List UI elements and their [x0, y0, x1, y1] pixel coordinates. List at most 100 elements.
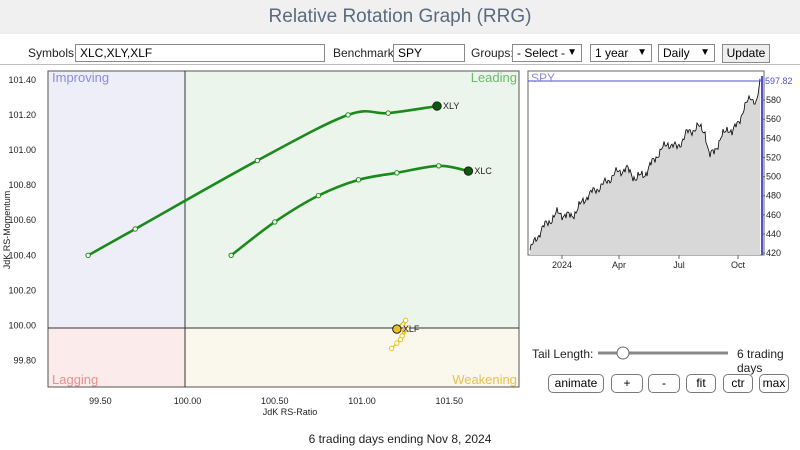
rrg-y-tick-label: 100.20 [8, 285, 36, 295]
tail-point [394, 340, 400, 346]
benchmark-label: Benchmark: [333, 46, 398, 60]
rrg-tails: XLY XLC XLF [85, 101, 492, 352]
animate-button[interactable]: animate [548, 374, 604, 393]
benchmark-x-tick-label: Oct [731, 260, 746, 270]
tail-point [388, 345, 395, 352]
tail-point [132, 226, 138, 232]
benchmark-y-tick-label: 580 [766, 95, 781, 105]
rrg-x-tick-label: 100.50 [261, 396, 289, 406]
tail-point [315, 192, 322, 199]
chevron-down-icon: ▼ [567, 47, 577, 58]
quadrant-label-leading: Leading [471, 70, 517, 85]
tail-point [394, 170, 400, 176]
quadrant-label-weakening: Weakening [452, 372, 517, 387]
tail-length-slider-handle[interactable] [616, 346, 630, 360]
update-button[interactable]: Update [722, 44, 770, 63]
quadrant-improving [48, 71, 185, 328]
tail-length-value: 6 trading days [737, 347, 784, 375]
tail-head[interactable] [463, 166, 474, 176]
period-select[interactable]: 1 year ▼ [590, 44, 652, 62]
x-axis-label: JdK RS-Ratio [263, 407, 318, 417]
benchmark-y-tick-label: 560 [766, 114, 781, 124]
tail-point [355, 177, 362, 183]
tail-point [385, 110, 391, 116]
tail-point [85, 252, 91, 259]
tail-xlc[interactable]: XLC [228, 163, 492, 259]
period-select-value: 1 year [595, 46, 629, 60]
benchmark-y-tick-label: 440 [766, 229, 781, 239]
tail-symbol-label: XLF [403, 324, 420, 334]
tail-point [254, 157, 261, 164]
zoom-out-button[interactable]: - [648, 374, 680, 393]
rrg-y-ticks: 101.40 101.20 101.00 100.80 100.60 100.40 100.… [8, 75, 36, 366]
rrg-x-tick-label: 100.00 [174, 396, 202, 406]
groups-select-value: - Select - [517, 46, 566, 60]
rrg-x-tick-label: 101.50 [435, 396, 463, 406]
rrg-y-tick-label: 101.00 [8, 145, 36, 155]
tail-point [402, 317, 409, 323]
tail-length-label: Tail Length: [532, 347, 594, 361]
controls-bar [0, 34, 800, 65]
benchmark-y-ticks: 580 560 540 520 500 480 460 440 420 [761, 95, 781, 258]
chevron-down-icon: ▼ [637, 47, 647, 58]
fit-button[interactable]: fit [686, 374, 716, 393]
tail-point [404, 326, 411, 332]
benchmark-x-tick-label: Jul [673, 260, 685, 270]
benchmark-y-tick-label: 460 [766, 210, 781, 220]
benchmark-x-ticks: 2024 Apr Jul Oct [552, 255, 746, 270]
quadrant-lagging [48, 328, 185, 387]
rrg-x-tick-label: 101.00 [348, 396, 376, 406]
tail-symbol-label: XLC [474, 166, 492, 176]
spy-price-area [530, 78, 760, 255]
y-axis-label: JdK RS-Momentum [2, 191, 12, 270]
app-title: Relative Rotation Graph (RRG) [0, 0, 800, 34]
rrg-y-tick-label: 101.40 [8, 75, 36, 85]
quadrant-label-lagging: Lagging [52, 372, 98, 387]
rrg-y-tick-label: 100.00 [8, 321, 36, 331]
groups-label: Groups: [471, 46, 514, 60]
center-button[interactable]: ctr [723, 374, 753, 393]
rrg-x-ticks: 99.50 100.00 100.50 101.00 101.50 [89, 396, 463, 406]
tail-point [436, 163, 442, 169]
benchmark-x-tick-label: 2024 [552, 260, 572, 270]
spy-price-line [529, 78, 761, 251]
tail-xly[interactable]: XLY [85, 101, 459, 259]
tail-point [397, 336, 404, 343]
benchmark-x-tick-label: Apr [612, 260, 626, 270]
footer-status: 6 trading days ending Nov 8, 2024 [308, 432, 492, 446]
tail-head[interactable] [392, 324, 402, 334]
tail-symbol-label: XLY [443, 101, 459, 111]
quadrant-leading [185, 71, 519, 328]
tail-point [345, 112, 351, 118]
max-button[interactable]: max [759, 374, 789, 393]
rrg-x-tick-label: 99.50 [89, 396, 112, 406]
groups-select[interactable]: - Select - ▼ [512, 44, 582, 62]
zoom-in-button[interactable]: + [611, 374, 643, 393]
rrg-frame [47, 70, 520, 388]
symbols-input[interactable]: XLC,XLY,XLF [75, 44, 325, 62]
benchmark-y-tick-label: 520 [766, 152, 781, 162]
benchmark-y-tick-label: 540 [766, 133, 781, 143]
rrg-y-tick-label: 101.20 [8, 110, 36, 120]
symbols-label: Symbols: [28, 46, 78, 60]
benchmark-chart-label: SPY [531, 71, 555, 85]
tail-point [272, 219, 278, 225]
benchmark-y-tick-label: 420 [766, 248, 781, 258]
quadrant-label-improving: Improving [52, 70, 109, 85]
benchmark-input[interactable]: SPY [393, 44, 465, 62]
rrg-y-tick-label: 100.80 [8, 180, 36, 190]
tail-xlf[interactable]: XLF [388, 317, 420, 352]
last-value-label: 597.82 [765, 76, 793, 86]
rrg-y-tick-label: 100.40 [8, 250, 36, 260]
chevron-down-icon: ▼ [700, 47, 710, 58]
benchmark-y-tick-label: 500 [766, 172, 781, 182]
frequency-select[interactable]: Daily ▼ [658, 44, 715, 62]
tail-head[interactable] [432, 101, 442, 111]
benchmark-y-tick-label: 480 [766, 191, 781, 201]
quadrant-weakening [185, 328, 519, 387]
rrg-y-tick-label: 100.60 [8, 215, 36, 225]
frequency-select-value: Daily [663, 46, 690, 60]
rrg-y-tick-label: 99.80 [13, 356, 36, 366]
tail-point [228, 252, 234, 259]
